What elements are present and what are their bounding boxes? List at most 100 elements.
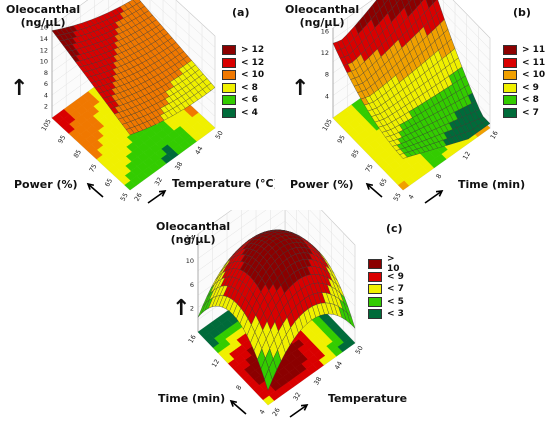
y-tick-label: 50 — [354, 344, 365, 355]
y-tick-label: 12 — [461, 150, 472, 161]
axis-arrowhead-icon — [300, 404, 309, 411]
c-z-tick-label: 6 — [190, 281, 194, 289]
axis-arrowhead-icon — [435, 190, 444, 197]
b-z-tick-label: 16 — [321, 27, 329, 35]
legend-swatch — [368, 284, 382, 295]
x-tick-label: 8 — [234, 384, 243, 392]
legend-label: < 5 — [387, 296, 404, 307]
y-axis-label-a: Temperature (°C) — [172, 177, 275, 190]
axis-arrowhead-icon — [158, 190, 167, 197]
legend-item: < 9 — [368, 271, 410, 284]
legend-swatch — [503, 57, 517, 68]
surface-cell — [399, 153, 408, 159]
a-z-tick-label: 12 — [40, 46, 48, 54]
a-z-tick-label: 14 — [40, 35, 48, 43]
x-tick-label: 85 — [72, 148, 83, 159]
x-tick-label: 12 — [210, 358, 221, 369]
legend-label: < 12 — [241, 57, 265, 68]
a-z-tick-label: 16 — [40, 24, 48, 32]
legend-swatch — [368, 296, 382, 307]
z-axis-label-line1: Oleocanthal — [6, 3, 81, 16]
legend-swatch — [368, 271, 382, 282]
legend-label: > 10 — [386, 254, 400, 275]
legend-swatch — [222, 57, 236, 68]
legend-label: < 6 — [241, 95, 258, 106]
x-tick-label: 75 — [88, 163, 99, 174]
a-z-tick-label: 4 — [44, 91, 48, 99]
legend-c: > 10 < 9 < 7 < 5 < 3 — [368, 254, 410, 321]
legend-item: < 4 — [222, 107, 264, 120]
legend-swatch — [503, 82, 517, 93]
legend-item: > 10 — [368, 254, 410, 274]
legend-item: < 9 — [503, 82, 545, 95]
axis-arrow-icon — [366, 183, 383, 198]
c-z-tick-label: 14 — [186, 234, 194, 242]
z-axis-label-line2: (ng/µL) — [20, 16, 66, 29]
b-z-tick-label: 4 — [325, 92, 329, 100]
b-z-tick-label: 12 — [321, 49, 329, 57]
x-tick-label: 85 — [350, 148, 361, 159]
a-z-tick-label: 10 — [40, 58, 48, 66]
legend-item: < 10 — [222, 69, 264, 82]
legend-swatch — [368, 309, 382, 320]
x-tick-label: 65 — [378, 177, 389, 188]
z-axis-arrow-icon: ↑ — [10, 76, 29, 101]
z-axis-label-line1: Oleocanthal — [285, 3, 360, 16]
y-tick-label: 38 — [173, 160, 184, 171]
y-tick-label: 26 — [271, 406, 282, 417]
legend-item: < 3 — [368, 308, 410, 321]
legend-item: < 7 — [368, 283, 410, 296]
panel-label-c: (c) — [386, 222, 403, 235]
x-tick-label: 105 — [321, 118, 334, 133]
legend-swatch — [222, 82, 236, 93]
surface-cell — [125, 127, 135, 136]
y-tick-label: 32 — [291, 391, 302, 402]
z-axis-arrow-icon: ↑ — [172, 296, 191, 321]
legend-item: < 11 — [503, 57, 545, 70]
legend-label: < 10 — [522, 70, 546, 81]
a-z-tick-label: 6 — [44, 80, 48, 88]
y-tick-label: 16 — [489, 129, 500, 140]
a-z-tick-label: 8 — [44, 69, 48, 77]
axis-arrow-icon — [289, 404, 308, 418]
legend-item: < 6 — [222, 94, 264, 107]
panel-label-b: (b) — [513, 6, 531, 19]
z-axis-label-line2: (ng/µL) — [170, 233, 216, 246]
z-axis-label-c: Oleocanthal (ng/µL) — [156, 220, 230, 246]
legend-swatch — [222, 45, 236, 56]
y-tick-label: 32 — [153, 176, 164, 187]
legend-item: > 11 — [503, 44, 545, 57]
z-axis-label-b: Oleocanthal (ng/µL) — [285, 3, 359, 29]
x-tick-label: 55 — [392, 191, 403, 202]
chart-panel-b: 4 8 12 16 55 65 75 85 95 105 4 8 12 16 Oleocanthal (n… — [275, 0, 550, 210]
y-tick-label: 50 — [214, 129, 225, 140]
legend-item: < 7 — [503, 107, 545, 120]
axis-arrow-icon — [147, 190, 166, 204]
legend-swatch — [222, 70, 236, 81]
legend-label: < 9 — [387, 271, 404, 282]
z-axis-label-line1: Oleocanthal — [156, 220, 231, 233]
b-z-tick-label: 8 — [325, 71, 329, 79]
surface-cell — [264, 368, 273, 391]
legend-label: < 9 — [522, 82, 539, 93]
legend-label: < 10 — [241, 70, 265, 81]
legend-label: < 4 — [241, 107, 258, 118]
legend-item: < 8 — [503, 94, 545, 107]
y-tick-label: 44 — [333, 360, 344, 371]
y-tick-label: 4 — [407, 193, 416, 201]
axis-arrowhead-icon — [86, 182, 95, 190]
legend-swatch — [222, 107, 236, 118]
legend-label: < 8 — [241, 82, 258, 93]
legend-label: > 11 — [522, 45, 546, 56]
x-tick-label: 105 — [40, 118, 53, 133]
panel-label-a: (a) — [232, 6, 250, 19]
legend-swatch — [222, 95, 236, 106]
axis-arrowhead-icon — [229, 399, 238, 407]
x-tick-label: 16 — [187, 333, 198, 344]
legend-swatch — [503, 107, 517, 118]
legend-item: < 8 — [222, 82, 264, 95]
legend-b: > 11 < 11 < 10 < 9 < 8 < 7 — [503, 44, 545, 119]
x-tick-label: 4 — [258, 408, 267, 416]
